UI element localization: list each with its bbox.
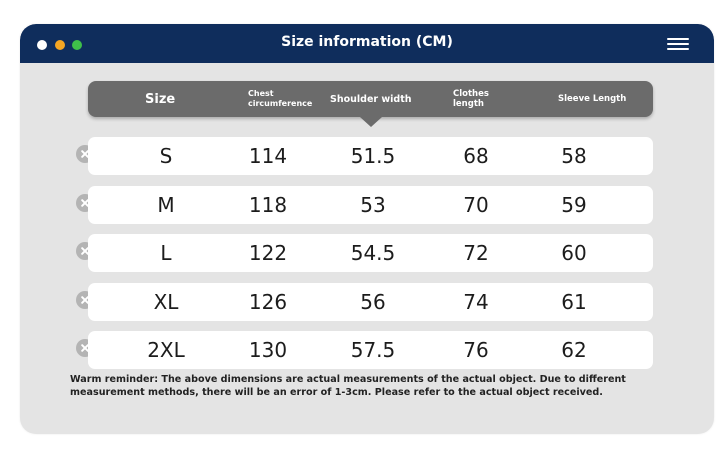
title-bar: Size information (CM) [20,24,714,63]
warm-reminder-note: Warm reminder: The above dimensions are … [70,373,680,399]
cell-length: 68 [463,144,489,168]
table-row: XL 126 56 74 61 [88,283,653,321]
cell-shoulder: 53 [360,193,386,217]
cell-length: 70 [463,193,489,217]
cell-length: 74 [463,290,489,314]
header-clothes-length: Clothes length [453,81,489,117]
header-chest-line1: Chest [248,89,274,98]
cell-size: 2XL [147,338,185,362]
note-line-1: Warm reminder: The above dimensions are … [70,374,626,385]
table-row: L 122 54.5 72 60 [88,234,653,272]
header-sleeve: Sleeve Length [558,94,627,104]
header-size: Size [145,91,176,107]
cell-size: XL [153,290,179,314]
cell-chest: 122 [248,241,288,265]
cell-shoulder: 51.5 [350,144,396,168]
cell-chest: 126 [248,290,288,314]
cell-chest: 114 [248,144,288,168]
cell-length: 76 [463,338,489,362]
header-chest: Chest circumference [248,81,312,117]
cell-size: L [160,241,172,265]
window-title: Size information (CM) [281,34,453,50]
cell-shoulder: 56 [360,290,386,314]
note-line-2: measurement methods, there will be an er… [70,387,603,398]
cell-sleeve: 60 [561,241,587,265]
header-shoulder: Shoulder width [330,93,412,105]
table-row: 2XL 130 57.5 76 62 [88,331,653,369]
header-clothes-line1: Clothes [453,89,489,99]
cell-size: S [159,144,173,168]
cell-sleeve: 58 [561,144,587,168]
window-dot-green[interactable] [72,40,82,50]
hamburger-menu-icon[interactable] [667,37,689,51]
window-dot-white[interactable] [37,40,47,50]
table-header: Size Chest circumference Shoulder width … [88,81,653,117]
cell-chest: 130 [248,338,288,362]
size-info-window: Size information (CM) Size Chest circumf… [20,24,714,434]
cell-chest: 118 [248,193,288,217]
cell-sleeve: 62 [561,338,587,362]
table-row: M 118 53 70 59 [88,186,653,224]
table-row: S 114 51.5 68 58 [88,137,653,175]
cell-sleeve: 61 [561,290,587,314]
header-pointer [360,117,382,127]
window-dot-orange[interactable] [55,40,65,50]
cell-length: 72 [463,241,489,265]
cell-size: M [157,193,175,217]
header-clothes-line2: length [453,99,484,109]
cell-shoulder: 57.5 [350,338,396,362]
cell-shoulder: 54.5 [350,241,396,265]
cell-sleeve: 59 [561,193,587,217]
header-chest-line2: circumference [248,99,313,108]
